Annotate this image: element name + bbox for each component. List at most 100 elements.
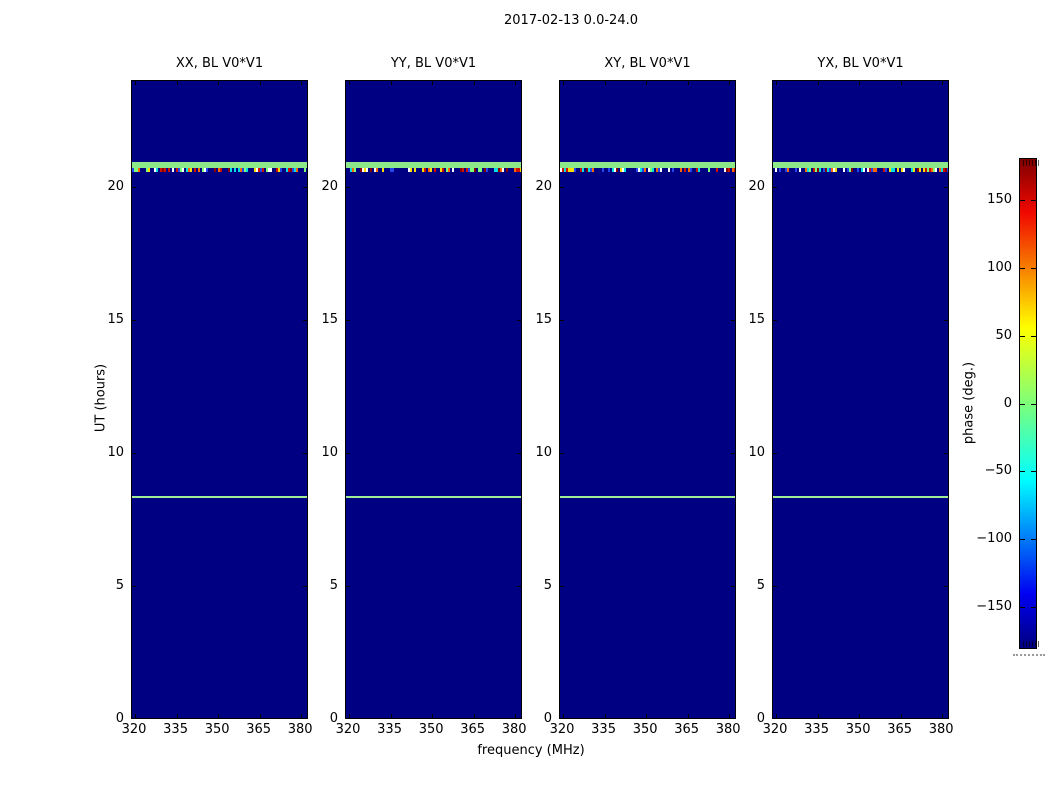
noise-pixel — [188, 168, 190, 172]
x-tick — [301, 81, 303, 85]
x-tick-label: 320 — [335, 722, 361, 737]
y-tick-label: 20 — [535, 178, 552, 194]
noise-pixel — [416, 168, 418, 172]
noise-pixel — [586, 168, 588, 172]
x-tick — [390, 81, 392, 85]
colorbar-tick — [1031, 199, 1036, 201]
noise-pixel — [865, 168, 867, 172]
noise-pixel — [478, 168, 480, 172]
noise-pixel — [927, 168, 929, 172]
noise-pixel — [490, 168, 492, 172]
noise-pixel — [799, 168, 801, 172]
noise-pixel — [873, 168, 875, 172]
y-tick — [560, 585, 564, 587]
noise-pixel — [827, 168, 829, 172]
noise-pixel — [849, 168, 851, 172]
noise-pixel — [366, 168, 368, 172]
phase-noise-row — [346, 168, 521, 172]
noise-pixel — [861, 168, 863, 172]
noise-pixel — [678, 168, 680, 172]
y-tick-label: 0 — [329, 711, 338, 726]
noise-pixel — [138, 168, 140, 172]
noise-pixel — [594, 168, 596, 172]
noise-pixel — [620, 168, 622, 172]
noise-pixel — [843, 168, 845, 172]
noise-pixel — [412, 168, 414, 172]
y-tick — [773, 319, 777, 321]
noise-pixel — [945, 168, 947, 172]
colorbar-minor-ticks-top — [1023, 160, 1039, 166]
phase-line — [560, 496, 735, 498]
noise-pixel — [578, 168, 580, 172]
noise-pixel — [356, 168, 358, 172]
x-tick-label: 320 — [762, 722, 788, 737]
noise-pixel — [636, 168, 638, 172]
noise-pixel — [160, 168, 162, 172]
x-tick-label: 335 — [163, 722, 188, 737]
noise-pixel — [238, 168, 240, 172]
y-tick-label: 10 — [535, 444, 552, 460]
noise-pixel — [286, 168, 288, 172]
noise-pixel — [514, 168, 516, 172]
colorbar-tick — [1020, 471, 1025, 473]
x-tick-label: 335 — [804, 722, 829, 737]
noise-pixel — [176, 168, 178, 172]
noise-pixel — [464, 168, 466, 172]
noise-pixel — [194, 168, 196, 172]
y-tick — [303, 585, 307, 587]
noise-pixel — [698, 168, 700, 172]
noise-pixel — [895, 168, 897, 172]
noise-pixel — [192, 168, 194, 172]
noise-pixel — [730, 168, 732, 172]
noise-pixel — [458, 168, 460, 172]
noise-pixel — [851, 168, 853, 172]
noise-pixel — [196, 168, 198, 172]
noise-pixel — [182, 168, 184, 172]
noise-pixel — [789, 168, 791, 172]
noise-pixel — [640, 168, 642, 172]
noise-pixel — [608, 168, 610, 172]
noise-pixel — [296, 168, 298, 172]
noise-pixel — [358, 168, 360, 172]
noise-pixel — [901, 168, 903, 172]
noise-pixel — [220, 168, 222, 172]
noise-pixel — [398, 168, 400, 172]
noise-pixel — [378, 168, 380, 172]
noise-pixel — [821, 168, 823, 172]
noise-pixel — [606, 168, 608, 172]
noise-pixel — [692, 168, 694, 172]
noise-pixel — [879, 168, 881, 172]
noise-pixel — [634, 168, 636, 172]
noise-pixel — [775, 168, 777, 172]
noise-pixel — [274, 168, 276, 172]
x-axis-label: frequency (MHz) — [477, 743, 585, 758]
x-tick — [432, 81, 434, 85]
colorbar-minor-ticks-bottom — [1023, 641, 1039, 647]
noise-pixel — [614, 168, 616, 172]
noise-pixel — [839, 168, 841, 172]
noise-pixel — [562, 168, 564, 172]
noise-pixel — [674, 168, 676, 172]
noise-pixel — [148, 168, 150, 172]
noise-pixel — [795, 168, 797, 172]
noise-pixel — [452, 168, 454, 172]
noise-pixel — [871, 168, 873, 172]
noise-pixel — [230, 168, 232, 172]
x-tick-label: 380 — [287, 722, 313, 737]
y-tick — [773, 186, 777, 188]
x-tick — [900, 81, 902, 85]
noise-pixel — [600, 168, 602, 172]
noise-pixel — [688, 168, 690, 172]
noise-pixel — [831, 168, 833, 172]
x-tick-label: 350 — [632, 722, 658, 737]
y-tick — [517, 319, 521, 321]
x-tick — [687, 714, 689, 718]
noise-pixel — [803, 168, 805, 172]
colorbar-tick — [1020, 199, 1025, 201]
x-tick-label: 380 — [501, 722, 527, 737]
noise-pixel — [889, 168, 891, 172]
y-tick — [303, 186, 307, 188]
noise-pixel — [899, 168, 901, 172]
x-tick — [604, 81, 606, 85]
noise-pixel — [198, 168, 200, 172]
